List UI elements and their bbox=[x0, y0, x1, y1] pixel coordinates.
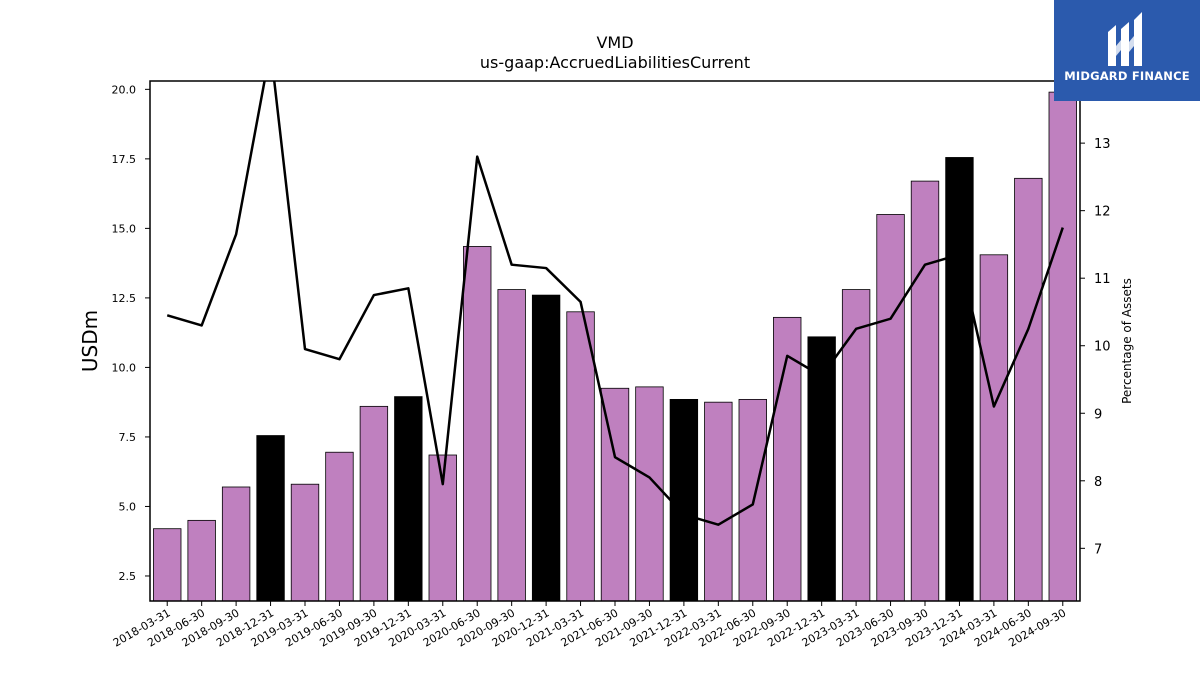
y-tick-label: 7.5 bbox=[119, 431, 137, 444]
y-tick-label: 20.0 bbox=[112, 83, 137, 96]
bar-2023-06-30 bbox=[876, 214, 905, 602]
bar-2020-09-30 bbox=[497, 289, 526, 602]
bar-2018-09-30 bbox=[221, 486, 251, 602]
bar-2019-03-31 bbox=[290, 483, 320, 602]
y2-tick-label: 9 bbox=[1094, 407, 1102, 422]
y-axis-right: 7 8 9 10 11 12 13 bbox=[1080, 137, 1111, 557]
percentage-line bbox=[166, 81, 1064, 526]
bar-2021-06-30 bbox=[600, 387, 630, 602]
y-tick-label: 5.0 bbox=[119, 500, 137, 513]
bar-2020-12-31 bbox=[531, 294, 561, 602]
y-tick-label: 10.0 bbox=[112, 361, 137, 374]
bar-2024-06-30 bbox=[1014, 177, 1043, 602]
bar-2023-12-31 bbox=[945, 157, 974, 602]
midgard-finance-logo-icon bbox=[1108, 12, 1142, 66]
y2-tick-label: 12 bbox=[1094, 205, 1111, 220]
y-axis-left: 2.5 5.0 7.5 10.0 12.5 15.0 17.5 20.0 bbox=[112, 83, 150, 583]
y2-axis-label: Percentage of Assets bbox=[1120, 278, 1134, 404]
chart-title: VMD bbox=[596, 33, 633, 52]
bar-2023-09-30 bbox=[910, 180, 940, 602]
bar-2018-03-31 bbox=[153, 528, 182, 602]
bar-series bbox=[153, 91, 1077, 602]
bar-2021-12-31 bbox=[669, 398, 699, 602]
y-tick-label: 17.5 bbox=[112, 153, 137, 166]
bar-2019-09-30 bbox=[359, 405, 389, 602]
y2-tick-label: 11 bbox=[1094, 272, 1111, 287]
bar-2024-03-31 bbox=[979, 254, 1009, 602]
y2-tick-label: 10 bbox=[1094, 340, 1111, 355]
bar-2023-03-31 bbox=[841, 289, 871, 602]
bar-2018-12-31 bbox=[256, 435, 285, 602]
y-tick-label: 12.5 bbox=[112, 292, 137, 305]
logo: MIDGARD FINANCE bbox=[1054, 0, 1200, 101]
chart-subtitle: us-gaap:AccruedLiabilitiesCurrent bbox=[480, 53, 750, 72]
y2-tick-label: 13 bbox=[1094, 137, 1111, 152]
bar-2024-09-30 bbox=[1048, 91, 1077, 602]
bar-2019-06-30 bbox=[325, 451, 354, 602]
bar-2022-12-31 bbox=[807, 336, 836, 602]
bar-2021-03-31 bbox=[566, 311, 595, 602]
bar-2018-06-30 bbox=[187, 519, 216, 602]
bar-2022-09-30 bbox=[773, 316, 802, 602]
bar-2022-03-31 bbox=[704, 401, 733, 602]
logo-text: MIDGARD FINANCE bbox=[1064, 69, 1190, 83]
bar-2019-12-31 bbox=[394, 396, 423, 602]
y2-tick-label: 7 bbox=[1094, 542, 1102, 557]
bar-2021-09-30 bbox=[635, 386, 664, 602]
y-tick-label: 2.5 bbox=[119, 570, 137, 583]
x-axis: 2018-03-312018-06-302018-09-302018-12-31… bbox=[111, 601, 1068, 650]
bar-2020-06-30 bbox=[463, 246, 492, 602]
y-tick-label: 15.0 bbox=[112, 222, 137, 235]
line-series bbox=[166, 81, 1064, 526]
y-axis-label: USDm bbox=[78, 310, 102, 372]
y2-tick-label: 8 bbox=[1094, 475, 1102, 490]
